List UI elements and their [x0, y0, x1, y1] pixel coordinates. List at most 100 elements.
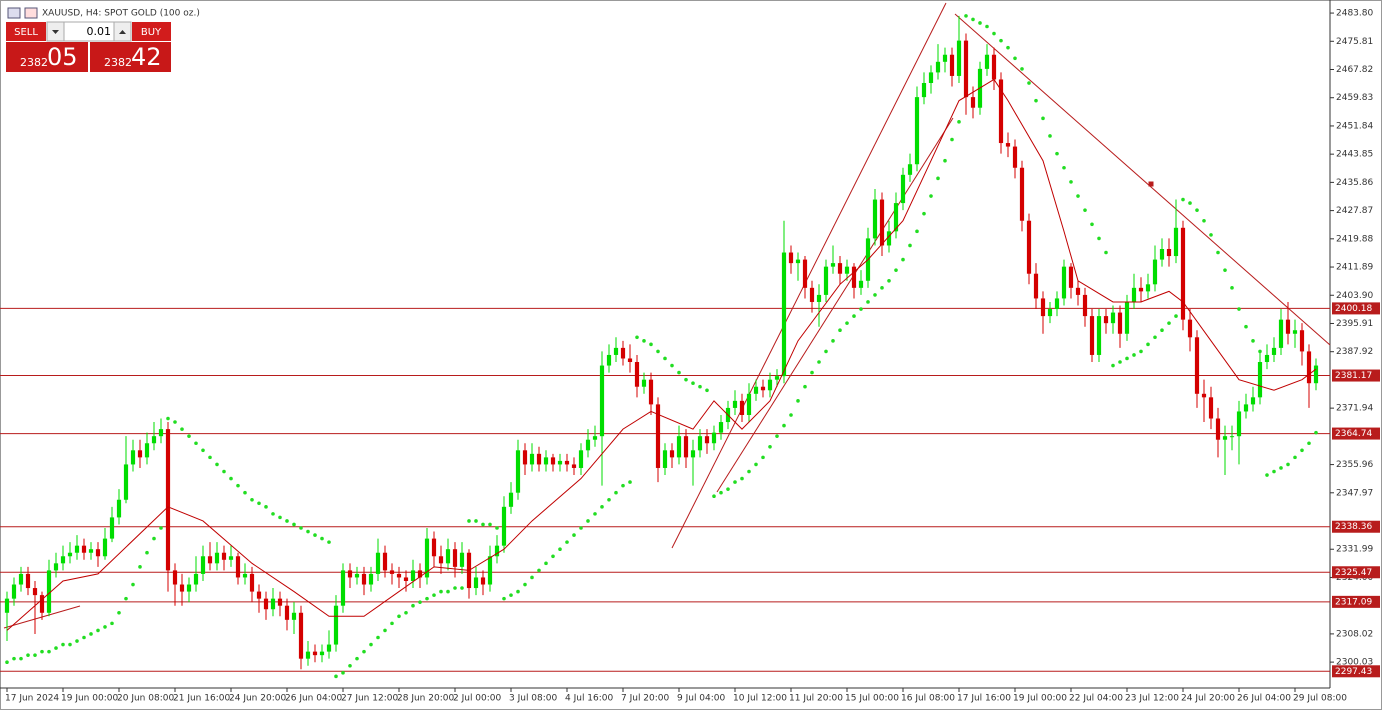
x-tick-label: 29 Jul 08:00 [1293, 694, 1347, 704]
sar-dot [341, 671, 345, 675]
candle-body [74, 545, 80, 553]
candle-body [1033, 273, 1039, 299]
buy-price-box[interactable] [90, 42, 171, 72]
sar-dot [586, 519, 590, 523]
level-tag [1332, 302, 1380, 315]
candle-body [396, 573, 402, 578]
sar-dot [516, 589, 520, 594]
candle-body [312, 651, 318, 656]
sar-dot [859, 307, 863, 311]
arrow-down [52, 30, 59, 34]
y-tick-label: 2427.87 [1336, 206, 1373, 216]
sell-label[interactable]: SELL [14, 27, 38, 38]
sar-dot [1076, 194, 1080, 198]
sar-dot [908, 243, 912, 248]
candle-body [872, 199, 878, 239]
candle-body [340, 570, 346, 606]
candle-body [1285, 319, 1291, 334]
sar-dot [593, 512, 597, 516]
sar-dot [964, 14, 968, 18]
sar-dot [47, 649, 51, 654]
candle-body [802, 259, 808, 288]
sar-dot [901, 257, 905, 262]
candle-body [830, 263, 836, 267]
candle-body [1145, 284, 1151, 292]
sar-dot [1097, 236, 1101, 241]
candle-body [529, 453, 535, 465]
x-tick-label: 26 Jul 04:00 [1237, 694, 1291, 704]
sar-dot [915, 229, 919, 234]
candle-body [935, 61, 941, 73]
candle-body [1278, 319, 1284, 348]
buy-label[interactable]: BUY [141, 27, 162, 38]
sar-dot [1174, 314, 1178, 318]
candle-body [242, 573, 248, 578]
candle-body [298, 612, 304, 659]
sar-dot [187, 434, 191, 438]
x-tick-label: 23 Jul 12:00 [1125, 694, 1179, 704]
candle-body [886, 231, 892, 246]
candle-body [172, 570, 178, 585]
sar-dot [180, 427, 184, 431]
candle-body [718, 422, 724, 433]
candle-body [949, 54, 955, 76]
candle-body [39, 595, 45, 613]
sar-dot [943, 158, 947, 163]
sar-dot [201, 448, 205, 453]
sar-dot [978, 21, 982, 25]
candle-body [760, 386, 766, 391]
candle-body [305, 651, 311, 659]
candle-body [753, 386, 759, 394]
sar-dot [432, 593, 436, 597]
y-tick-label: 2403.90 [1336, 291, 1373, 301]
candle-body [956, 40, 962, 76]
sar-dot [229, 476, 233, 481]
candle-body [1292, 330, 1298, 334]
trade-panel: XAUUSD, H4: SPOT GOLD (100 oz.) SELL 0.0… [6, 7, 200, 72]
sar-dot [369, 642, 373, 647]
sar-dot [152, 536, 156, 541]
candle-body [893, 203, 899, 232]
sell-price-box[interactable] [6, 42, 88, 72]
sar-dot [1195, 208, 1199, 212]
sar-dot [1307, 441, 1311, 446]
sar-dot [362, 649, 366, 654]
x-tick-label: 7 Jul 20:00 [621, 694, 670, 704]
sar-dot [278, 515, 282, 520]
sar-dot [96, 628, 100, 633]
candle-body [473, 577, 479, 589]
candle-body [550, 457, 556, 465]
sar-dot [845, 321, 849, 325]
sar-dot [754, 462, 758, 467]
candle-body [1313, 365, 1319, 384]
sar-dot [803, 384, 807, 389]
candle-body [641, 379, 647, 387]
sar-dot [348, 663, 352, 668]
sar-dot [453, 586, 457, 590]
sar-dot [796, 399, 800, 403]
sar-dot [1202, 218, 1206, 223]
candle-body [1257, 362, 1263, 398]
sar-dot [5, 660, 9, 665]
candle-body [431, 538, 437, 557]
level-label: 2317.09 [1335, 597, 1372, 607]
sar-dot [313, 533, 317, 537]
symbol-title: XAUUSD, H4: SPOT GOLD (100 oz.) [42, 9, 200, 19]
sar-dot [880, 286, 884, 290]
trend-line [954, 13, 1331, 346]
sar-dot [12, 656, 16, 661]
candle-body [1173, 227, 1179, 257]
sell-button[interactable] [6, 22, 46, 41]
buy-button[interactable] [132, 22, 171, 41]
candle-body [221, 552, 227, 560]
sar-dot [19, 656, 23, 661]
candle-body [291, 612, 297, 620]
candle-body [67, 552, 73, 557]
candle-body [942, 54, 948, 62]
sar-dot [166, 416, 170, 421]
y-tick-label: 2331.99 [1336, 545, 1373, 555]
buy-price-main: 2382 [104, 56, 132, 69]
candle-body [445, 549, 451, 564]
